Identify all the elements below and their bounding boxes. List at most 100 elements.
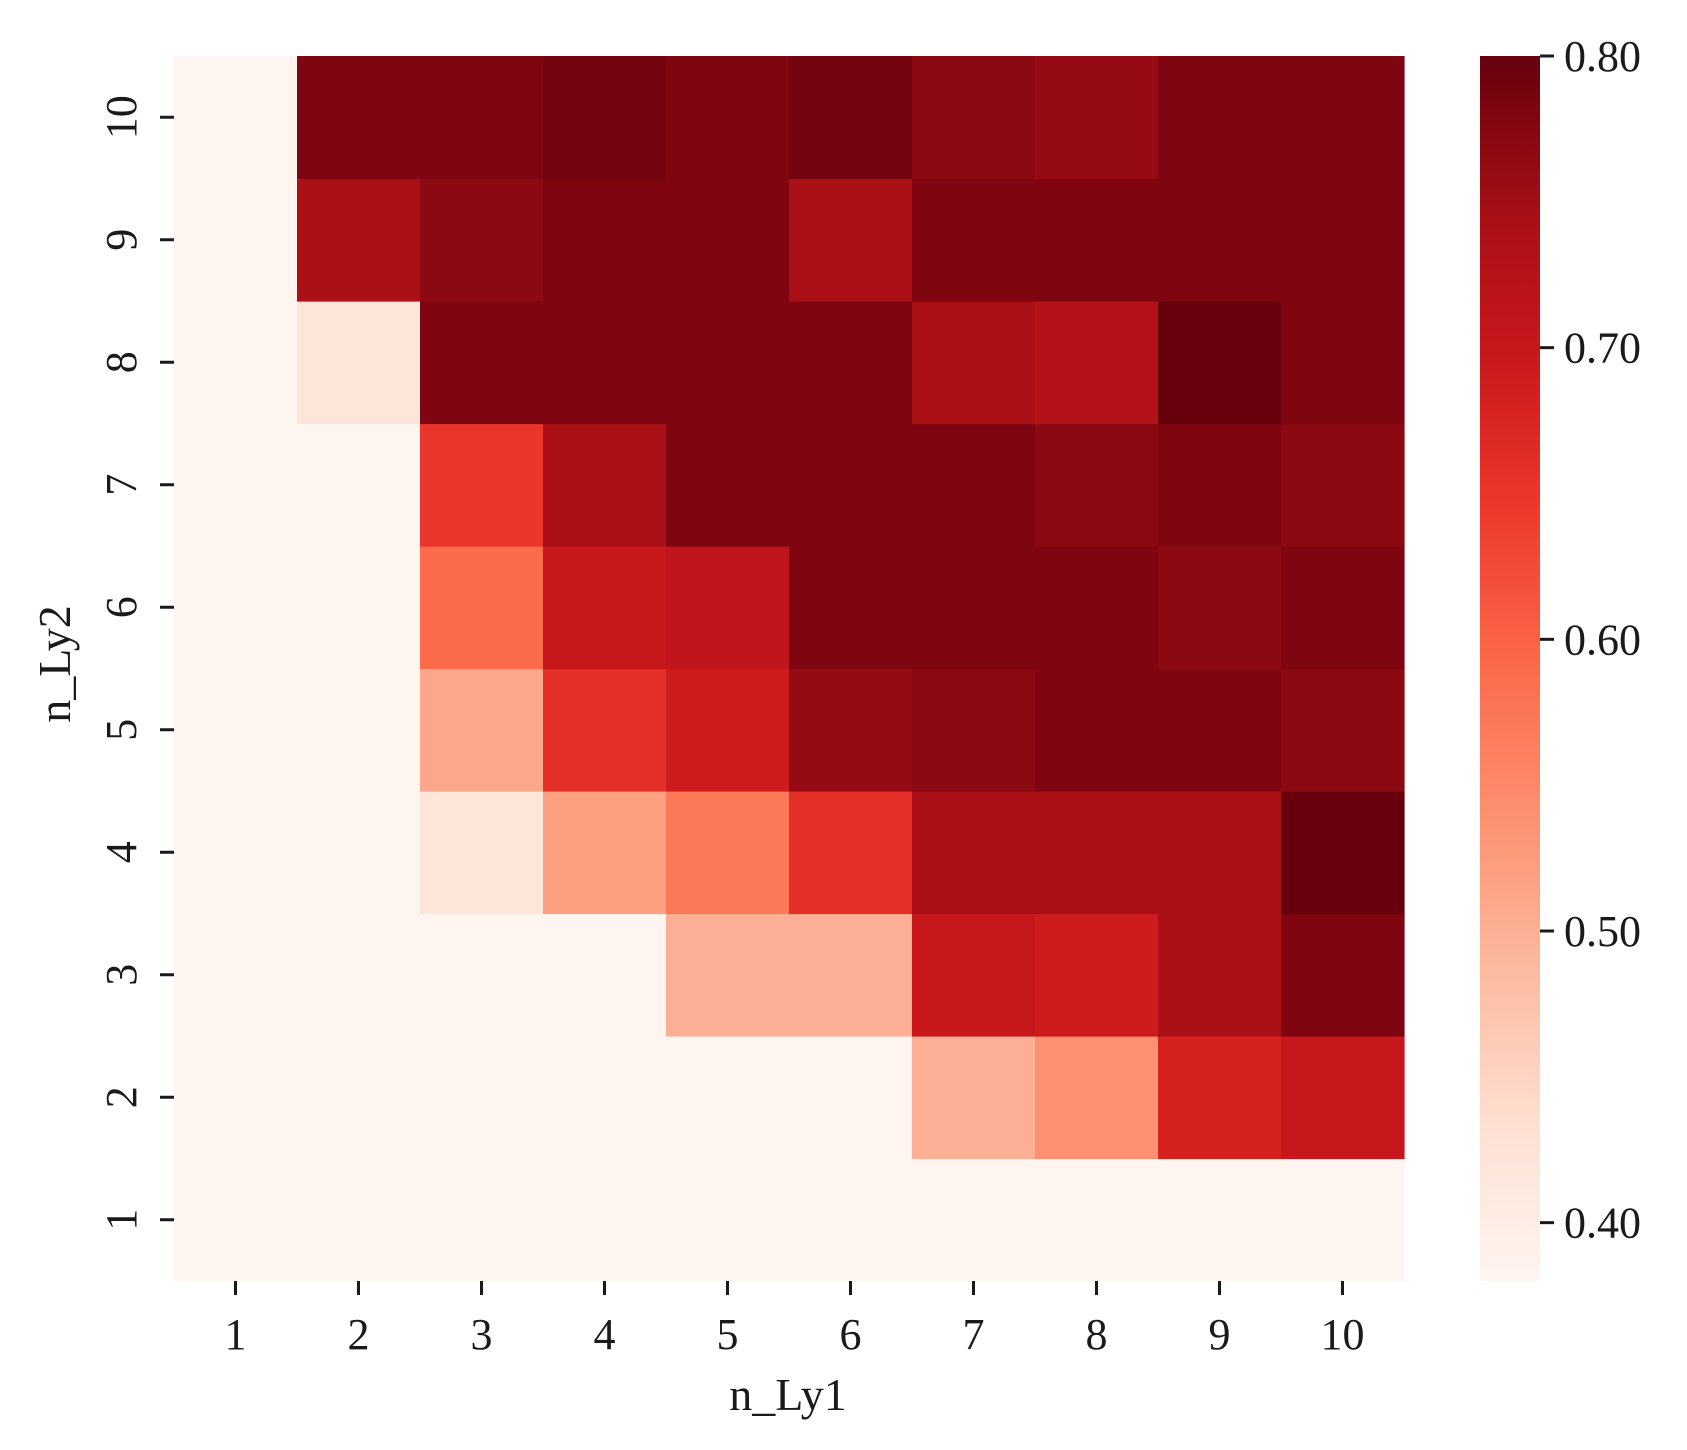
heatmap-cell xyxy=(1281,1036,1405,1160)
heatmap-cell xyxy=(174,791,298,915)
heatmap-cell xyxy=(420,423,544,547)
heatmap-cell xyxy=(543,1036,667,1160)
heatmap-cell xyxy=(666,1158,790,1282)
heatmap-cell xyxy=(420,178,544,302)
heatmap-cell xyxy=(666,1036,790,1160)
heatmap-cell xyxy=(297,56,421,180)
x-tick-label: 4 xyxy=(594,1310,616,1359)
heatmap-cell xyxy=(1035,178,1159,302)
heatmap-cell xyxy=(1281,178,1405,302)
heatmap-cell xyxy=(1158,301,1282,425)
heatmap-cell xyxy=(297,178,421,302)
colorbar-ticks: 0.40 0.50 0.60 0.70 0.80 xyxy=(1540,32,1641,1248)
colorbar-tick-label: 0.40 xyxy=(1564,1199,1641,1248)
heatmap-cell xyxy=(543,301,667,425)
y-tick-label: 2 xyxy=(97,1086,146,1108)
heatmap-cell xyxy=(297,791,421,915)
y-tick-label: 10 xyxy=(97,95,146,139)
heatmap-cell xyxy=(789,423,913,547)
heatmap-cell xyxy=(666,423,790,547)
heatmap-cell xyxy=(297,913,421,1037)
heatmap-cell xyxy=(789,56,913,180)
heatmap-cell xyxy=(789,668,913,792)
heatmap-cell xyxy=(789,791,913,915)
heatmap-cell xyxy=(174,913,298,1037)
heatmap-cell xyxy=(1035,1036,1159,1160)
heatmap-cell xyxy=(912,913,1036,1037)
heatmap-cell xyxy=(1035,423,1159,547)
heatmap-cell xyxy=(912,178,1036,302)
heatmap-cell xyxy=(420,546,544,670)
heatmap-cell xyxy=(297,1036,421,1160)
y-tick-label: 1 xyxy=(97,1209,146,1231)
heatmap-cell xyxy=(1158,423,1282,547)
heatmap-cell xyxy=(1158,56,1282,180)
heatmap-cell xyxy=(420,668,544,792)
x-tick-label: 5 xyxy=(717,1310,739,1359)
heatmap-cell xyxy=(912,423,1036,547)
heatmap-cell xyxy=(789,178,913,302)
heatmap-cell xyxy=(789,301,913,425)
y-tick-label: 4 xyxy=(97,841,146,863)
heatmap-cells xyxy=(174,56,1405,1282)
heatmap-cell xyxy=(174,56,298,180)
heatmap-cell xyxy=(1281,668,1405,792)
heatmap-cell xyxy=(666,913,790,1037)
x-tick-label: 7 xyxy=(963,1310,985,1359)
colorbar-tick-label: 0.80 xyxy=(1564,32,1641,81)
heatmap-cell xyxy=(1281,791,1405,915)
heatmap-cell xyxy=(1158,1158,1282,1282)
heatmap-cell xyxy=(297,423,421,547)
heatmap-cell xyxy=(420,913,544,1037)
heatmap-cell xyxy=(1281,56,1405,180)
heatmap-cell xyxy=(1158,791,1282,915)
heatmap-cell xyxy=(543,668,667,792)
heatmap-cell xyxy=(297,546,421,670)
heatmap-cell xyxy=(174,423,298,547)
heatmap-cell xyxy=(174,546,298,670)
heatmap-cell xyxy=(297,668,421,792)
x-tick-label: 10 xyxy=(1321,1310,1365,1359)
heatmap-cell xyxy=(789,913,913,1037)
x-tick-label: 3 xyxy=(471,1310,493,1359)
heatmap-cell xyxy=(912,1158,1036,1282)
heatmap-cell xyxy=(420,56,544,180)
heatmap-cell xyxy=(912,56,1036,180)
heatmap-cell xyxy=(789,1158,913,1282)
heatmap-cell xyxy=(297,301,421,425)
x-tick-label: 9 xyxy=(1209,1310,1231,1359)
x-tick-label: 2 xyxy=(348,1310,370,1359)
y-tick-label: 6 xyxy=(97,596,146,618)
heatmap-cell xyxy=(1281,546,1405,670)
heatmap-cell xyxy=(1035,56,1159,180)
heatmap-cell xyxy=(174,1158,298,1282)
colorbar-tick-label: 0.60 xyxy=(1564,615,1641,664)
heatmap-cell xyxy=(174,1036,298,1160)
x-axis-label: n_Ly1 xyxy=(729,1369,847,1420)
heatmap-cell xyxy=(1035,791,1159,915)
heatmap-cell xyxy=(1158,668,1282,792)
heatmap-cell xyxy=(666,56,790,180)
heatmap-cell xyxy=(174,301,298,425)
y-axis: 1 2 3 4 5 6 7 8 9 10 xyxy=(97,95,174,1231)
heatmap-cell xyxy=(1158,913,1282,1037)
heatmap-cell xyxy=(543,423,667,547)
y-tick-label: 3 xyxy=(97,964,146,986)
heatmap-cell xyxy=(666,178,790,302)
heatmap-cell xyxy=(666,301,790,425)
heatmap-cell xyxy=(543,56,667,180)
colorbar-tick-label: 0.70 xyxy=(1564,324,1641,373)
heatmap-cell xyxy=(1035,1158,1159,1282)
heatmap-cell xyxy=(543,178,667,302)
heatmap-cell xyxy=(666,791,790,915)
heatmap-cell xyxy=(1158,1036,1282,1160)
heatmap-cell xyxy=(174,668,298,792)
heatmap-cell xyxy=(420,1158,544,1282)
heatmap-cell xyxy=(1158,546,1282,670)
heatmap-cell xyxy=(297,1158,421,1282)
colorbar-tick-label: 0.50 xyxy=(1564,907,1641,956)
heatmap-cell xyxy=(543,546,667,670)
heatmap-cell xyxy=(912,791,1036,915)
heatmap-cell xyxy=(543,791,667,915)
heatmap-cell xyxy=(666,546,790,670)
